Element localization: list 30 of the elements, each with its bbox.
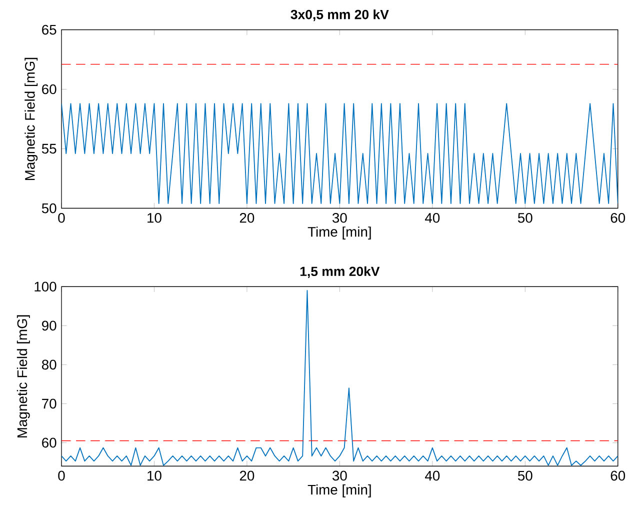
chart-title: 3x0,5 mm 20 kV <box>290 10 389 22</box>
y-tick-label: 80 <box>42 360 56 370</box>
x-tick-label: 40 <box>425 213 440 223</box>
x-tick-label: 60 <box>610 470 626 481</box>
y-tick-label: 65 <box>42 24 56 35</box>
x-axis-title: Time [min] <box>308 484 371 498</box>
x-tick-label: 50 <box>518 470 532 481</box>
chart-title: 1,5 mm 20kV <box>300 266 380 278</box>
x-tick-label: 30 <box>332 213 347 223</box>
x-tick-label: 40 <box>425 470 440 481</box>
x-tick-label: 30 <box>332 470 347 481</box>
x-tick-label: 60 <box>610 213 626 223</box>
line-series <box>61 290 618 466</box>
x-tick-label: 20 <box>240 470 254 481</box>
y-tick-label: 90 <box>42 320 56 331</box>
x-tick-label: 10 <box>148 470 162 481</box>
y-tick-label: 55 <box>42 144 56 154</box>
y-tick-label: 70 <box>42 398 56 409</box>
y-tick-label: 50 <box>42 203 56 214</box>
y-axis-title: Magnetic Field [mG] <box>24 58 38 180</box>
y-tick-label: 60 <box>42 438 56 448</box>
x-tick-label: 0 <box>58 470 65 481</box>
y-axis-title: Magnetic Field [mG] <box>16 315 30 438</box>
x-axis-title: Time [min] <box>308 226 371 240</box>
y-tick-label: 100 <box>34 282 56 292</box>
x-tick-label: 20 <box>240 213 254 223</box>
x-tick-label: 0 <box>58 213 65 223</box>
y-tick-label: 60 <box>42 84 56 94</box>
x-tick-label: 10 <box>148 213 162 223</box>
x-tick-label: 50 <box>518 213 532 223</box>
